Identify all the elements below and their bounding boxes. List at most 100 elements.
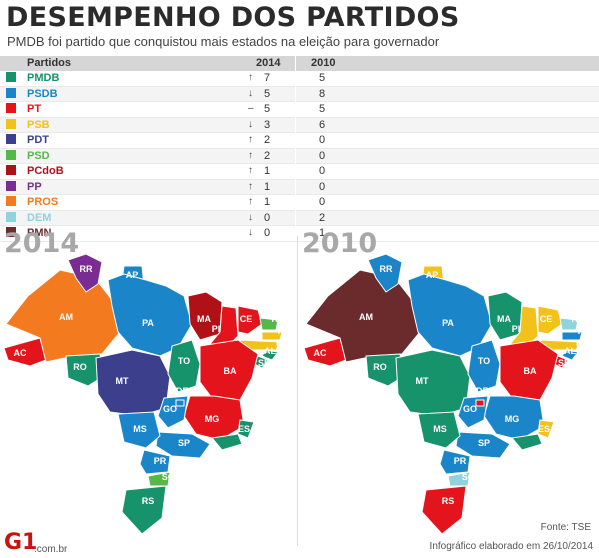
state-label-pb: PB (578, 326, 591, 336)
state-label-am: AM (359, 312, 373, 322)
state-label-ma: MA (497, 314, 511, 324)
map-year-2014: 2014 (4, 228, 80, 259)
state-label-sc: SC (462, 472, 475, 482)
trend-arrow: ↑ (248, 165, 253, 176)
header-2010: 2010 (311, 57, 336, 69)
state-ms (417, 411, 461, 449)
table-row: PSDB ↓ 5 8 (0, 86, 599, 102)
state-label-se: SE (558, 358, 570, 368)
value-2010: 0 (319, 149, 326, 162)
state-label-ap: AP (426, 270, 439, 280)
party-swatch (6, 103, 16, 113)
party-name: PSB (27, 118, 50, 131)
party-name: PT (27, 103, 42, 115)
trend-arrow: ↓ (248, 87, 253, 99)
state-label-se: SE (258, 358, 270, 368)
state-label-al: AL (264, 346, 276, 356)
state-sc (147, 471, 171, 487)
state-label-ms: MS (133, 424, 147, 434)
value-2010: 0 (319, 165, 326, 177)
value-2010: 5 (319, 103, 326, 115)
state-label-pe: PE (576, 338, 588, 348)
state-label-rr: RR (380, 264, 393, 274)
value-2014: 1 (264, 180, 271, 193)
state-label-rr: RR (80, 264, 93, 274)
state-pb (561, 331, 583, 341)
state-rj (511, 433, 543, 451)
state-pb (261, 331, 283, 341)
state-label-ma: MA (197, 314, 211, 324)
map-year-2010: 2010 (302, 228, 378, 259)
state-ms (117, 411, 161, 449)
state-label-go: GO (163, 404, 177, 414)
state-label-ac: AC (14, 348, 27, 358)
party-name: PMDB (27, 72, 60, 84)
value-2014: 7 (264, 72, 271, 84)
state-df (175, 399, 185, 407)
value-2010: 0 (319, 180, 326, 193)
party-swatch (6, 211, 16, 222)
table-row: PSB ↓ 3 6 (0, 117, 599, 133)
state-ba (499, 339, 559, 401)
party-swatch (6, 118, 16, 129)
header-2014: 2014 (256, 57, 281, 69)
party-swatch (6, 180, 16, 191)
state-label-sp: SP (478, 438, 490, 448)
party-swatch (6, 72, 16, 82)
party-swatch (6, 134, 16, 144)
state-label-ac: AC (314, 348, 327, 358)
state-ro (65, 353, 105, 387)
value-2014: 1 (264, 165, 271, 177)
state-label-ro: RO (73, 362, 87, 372)
state-rr (67, 253, 103, 293)
source-note: Fonte: TSE (540, 522, 591, 533)
state-mg (183, 395, 245, 441)
value-2010: 1 (319, 227, 326, 239)
state-rr (367, 253, 403, 293)
party-name: PCdoB (27, 165, 64, 177)
table-row: PDT ↑ 2 0 (0, 133, 599, 149)
table-header: Partidos 2014 2010 (0, 56, 599, 71)
state-rn (559, 317, 579, 331)
state-label-pi: PI (512, 324, 521, 334)
state-label-to: TO (478, 356, 490, 366)
state-ba (199, 339, 259, 401)
state-rs (421, 485, 467, 535)
state-label-mt: MT (416, 376, 429, 386)
state-label-pe: PE (276, 338, 288, 348)
table-row: PMN ↓ 0 1 (0, 226, 599, 242)
state-label-pa: PA (442, 318, 454, 328)
trend-arrow: ↑ (248, 180, 253, 192)
value-2014: 0 (264, 211, 271, 224)
state-label-pi: PI (212, 324, 221, 334)
state-label-ro: RO (373, 362, 387, 372)
table-body: PMDB ↑ 7 5 PSDB ↓ 5 8 PT –5 5 PSB ↓ 3 6 PDT ↑ 2 0 PSD ↑ 2 0 PCd… (0, 71, 599, 242)
value-2014: 3 (264, 118, 271, 131)
state-rj (211, 433, 243, 451)
state-label-al: AL (564, 346, 576, 356)
party-swatch (6, 87, 16, 98)
state-ac (3, 337, 47, 367)
value-2010: 8 (319, 87, 326, 100)
party-swatch (6, 165, 16, 175)
state-label-sp: SP (178, 438, 190, 448)
trend-arrow: ↑ (248, 196, 253, 207)
table-row: DEM ↓ 0 2 (0, 210, 599, 226)
trend-arrow: – (248, 103, 254, 114)
state-label-am: AM (59, 312, 73, 322)
party-name: PROS (27, 196, 59, 208)
table-row: PT –5 5 (0, 102, 599, 118)
state-label-ap: AP (126, 270, 139, 280)
state-label-mg: MG (505, 414, 520, 424)
state-sp (155, 431, 211, 459)
state-to (467, 339, 501, 393)
state-pa (407, 273, 493, 357)
trend-arrow: ↑ (248, 149, 253, 161)
value-2010: 2 (319, 211, 326, 224)
party-name: PSDB (27, 87, 58, 100)
party-name: PMN (27, 227, 52, 239)
party-swatch (6, 149, 16, 160)
trend-arrow: ↓ (248, 211, 253, 223)
